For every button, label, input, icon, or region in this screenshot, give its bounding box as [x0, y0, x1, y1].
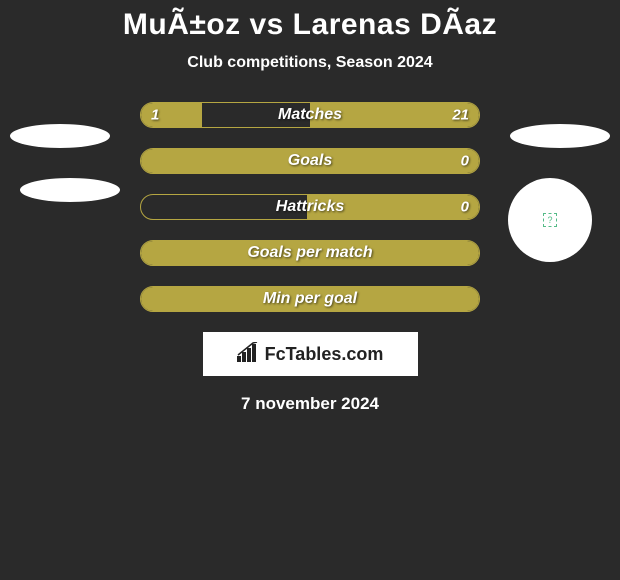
placeholder-ellipse	[10, 124, 110, 148]
comparison-bar: Goals per match	[140, 240, 480, 266]
broken-image-icon: ?	[543, 213, 557, 227]
bar-label: Matches	[278, 106, 342, 124]
placeholder-ellipse	[20, 178, 120, 202]
bar-value-right: 0	[461, 153, 469, 170]
comparison-bar: 0 Hattricks	[140, 194, 480, 220]
logo-text: FcTables.com	[265, 344, 384, 365]
comparison-bar: Min per goal	[140, 286, 480, 312]
comparison-bar: 1 21 Matches	[140, 102, 480, 128]
date-line: 7 november 2024	[0, 394, 620, 414]
page-subtitle: Club competitions, Season 2024	[0, 54, 620, 72]
placeholder-ellipse	[510, 124, 610, 148]
bar-value-left: 1	[151, 107, 159, 124]
logo-box: FcTables.com	[203, 332, 418, 376]
bar-label: Goals per match	[247, 244, 372, 262]
comparison-bar: 0 Goals	[140, 148, 480, 174]
comparison-bars: 1 21 Matches 0 Goals 0 Hattricks Goals per matc…	[140, 102, 480, 312]
placeholder-circle: ?	[508, 178, 592, 262]
bar-value-right: 0	[461, 199, 469, 216]
bars-chart-icon	[237, 342, 261, 367]
page-title: MuÃ±oz vs Larenas DÃ­az	[0, 8, 620, 42]
bar-value-right: 21	[452, 107, 469, 124]
bar-label: Min per goal	[263, 290, 357, 308]
bar-label: Hattricks	[276, 198, 344, 216]
bar-label: Goals	[288, 152, 332, 170]
